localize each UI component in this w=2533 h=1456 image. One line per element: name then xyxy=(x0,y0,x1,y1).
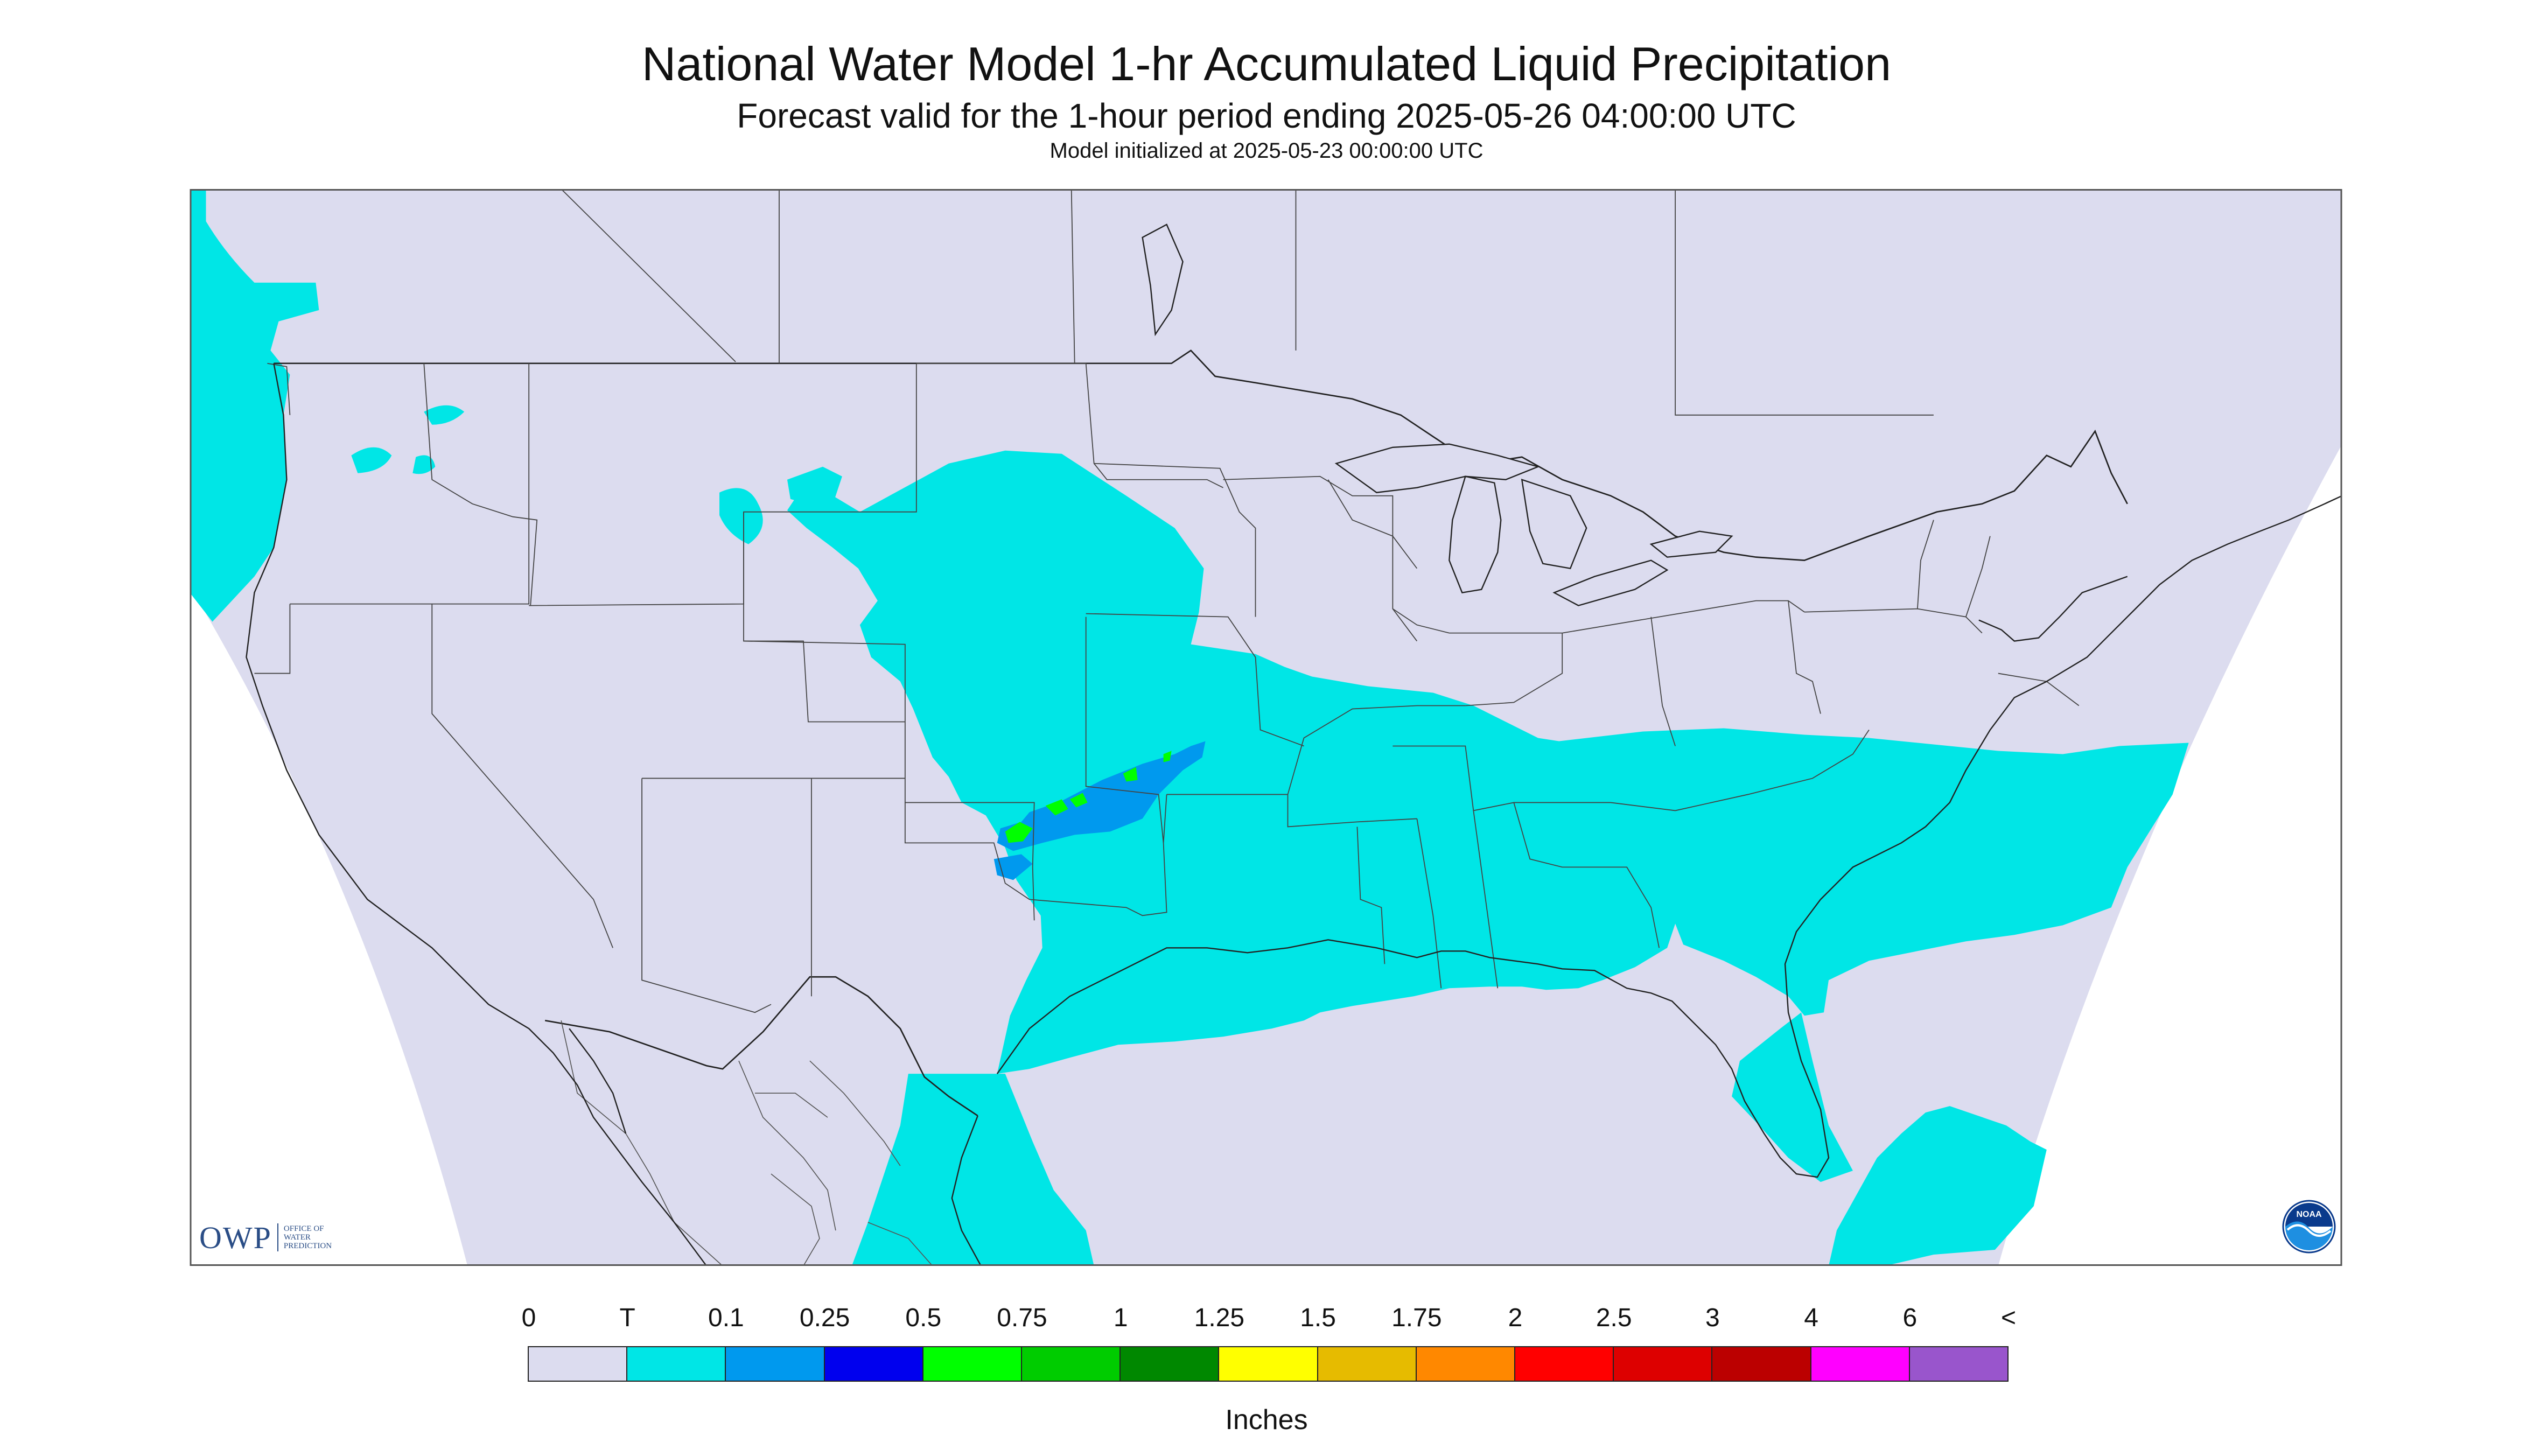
precip-colorbar xyxy=(528,1346,2009,1382)
colorbar-tick-label: 1 xyxy=(1113,1304,1128,1332)
lake-huron xyxy=(1521,478,1587,569)
noaa-logo-text: NOAA xyxy=(2296,1210,2322,1219)
colorbar-swatch xyxy=(1218,1346,1318,1382)
colorbar-swatch xyxy=(1810,1346,1910,1382)
colorbar-swatch xyxy=(922,1346,1023,1382)
colorbar-tick-label: 3 xyxy=(1705,1304,1720,1332)
precip-trace-areas xyxy=(190,189,2189,1266)
precip-area-nw-spot-1 xyxy=(424,405,465,425)
map-subtitle: Forecast valid for the 1-hour period end… xyxy=(737,96,1796,135)
lake-michigan xyxy=(1449,475,1502,593)
coastlines xyxy=(246,363,2342,1266)
precip-area-florida-peninsula xyxy=(1732,1012,1853,1182)
owp-logo-line-3: PREDICTION xyxy=(283,1242,332,1250)
precip-area-west-coast xyxy=(190,189,319,622)
lake-superior xyxy=(1334,443,1540,493)
colorbar-tick-labels: 0 T 0.1 0.25 0.5 0.75 1 1.25 1.5 1.75 2 2.5 3 4 6 < xyxy=(0,1303,2533,1335)
colorbar-swatch xyxy=(1514,1346,1614,1382)
precip-area-mexico-coast xyxy=(851,1074,1094,1266)
colorbar-swatch xyxy=(823,1346,923,1382)
colorbar-swatch xyxy=(1613,1346,1713,1382)
colorbar-tick-label: 2 xyxy=(1508,1304,1523,1332)
map-title: National Water Model 1-hr Accumulated Li… xyxy=(641,37,1892,90)
colorbar-tick-label: 1.25 xyxy=(1194,1304,1245,1332)
us-mexico-border xyxy=(544,976,978,1117)
colorbar-tick-label: T xyxy=(619,1304,635,1332)
colorbar-tick-label: 0.75 xyxy=(997,1304,1047,1332)
colorbar-tick-label: 0 xyxy=(521,1304,536,1332)
colorbar-swatch xyxy=(725,1346,825,1382)
colorbar-swatch xyxy=(1021,1346,1121,1382)
lake-ontario xyxy=(1649,530,1733,558)
owp-logo-divider xyxy=(277,1223,278,1251)
precipitation-map xyxy=(190,189,2342,1266)
national-borders xyxy=(274,349,2128,1117)
lake-winnipeg xyxy=(1142,223,1184,337)
precip-area-central xyxy=(787,450,2189,1074)
us-canada-border xyxy=(274,349,2128,562)
colorbar-swatch xyxy=(1908,1346,2009,1382)
colorbar-units-label: Inches xyxy=(1225,1404,1308,1436)
precip-0.1-inch-area xyxy=(993,741,1206,880)
precip-area-nw-spot-3 xyxy=(412,455,436,474)
lake-erie xyxy=(1552,559,1669,606)
colorbar-swatch xyxy=(1415,1346,1516,1382)
colorbar-tick-label: 0.25 xyxy=(799,1304,850,1332)
precip-area-rockies xyxy=(787,466,842,506)
owp-logo: OWP OFFICE OF WATER PREDICTION xyxy=(199,1220,332,1255)
colorbar-tick-label: 0.1 xyxy=(708,1304,744,1332)
precip-area-nw-spot-2 xyxy=(351,447,392,473)
colorbar-tick-label: < xyxy=(2000,1304,2017,1332)
owp-logo-letters: OWP xyxy=(199,1220,272,1255)
colorbar-tick-label: 2.5 xyxy=(1596,1304,1632,1332)
colorbar-swatch xyxy=(1711,1346,1811,1382)
owp-logo-line-1: OFFICE OF xyxy=(283,1224,324,1233)
owp-logo-subtext: OFFICE OF WATER PREDICTION xyxy=(284,1224,332,1250)
colorbar-tick-label: 4 xyxy=(1804,1304,1818,1332)
colorbar-swatch xyxy=(528,1346,628,1382)
colorbar-tick-label: 1.75 xyxy=(1391,1304,1442,1332)
precip-area-caribbean xyxy=(1828,1106,2047,1266)
colorbar-tick-label: 6 xyxy=(1902,1304,1918,1332)
colorbar-tick-label: 1.5 xyxy=(1300,1304,1336,1332)
map-frame xyxy=(190,189,2342,1266)
colorbar-swatch xyxy=(626,1346,726,1382)
owp-logo-line-2: WATER xyxy=(283,1233,311,1242)
colorbar-swatch xyxy=(1317,1346,1417,1382)
great-lakes xyxy=(1142,223,1733,606)
state-and-province-lines xyxy=(254,189,2080,1013)
noaa-logo: NOAA xyxy=(2282,1200,2336,1254)
colorbar-tick-label: 0.5 xyxy=(905,1304,942,1332)
colorbar-swatch xyxy=(1119,1346,1220,1382)
precip-area-utah-spot xyxy=(719,488,763,544)
model-init-line: Model initialized at 2025-05-23 00:00:00… xyxy=(1049,139,1484,163)
